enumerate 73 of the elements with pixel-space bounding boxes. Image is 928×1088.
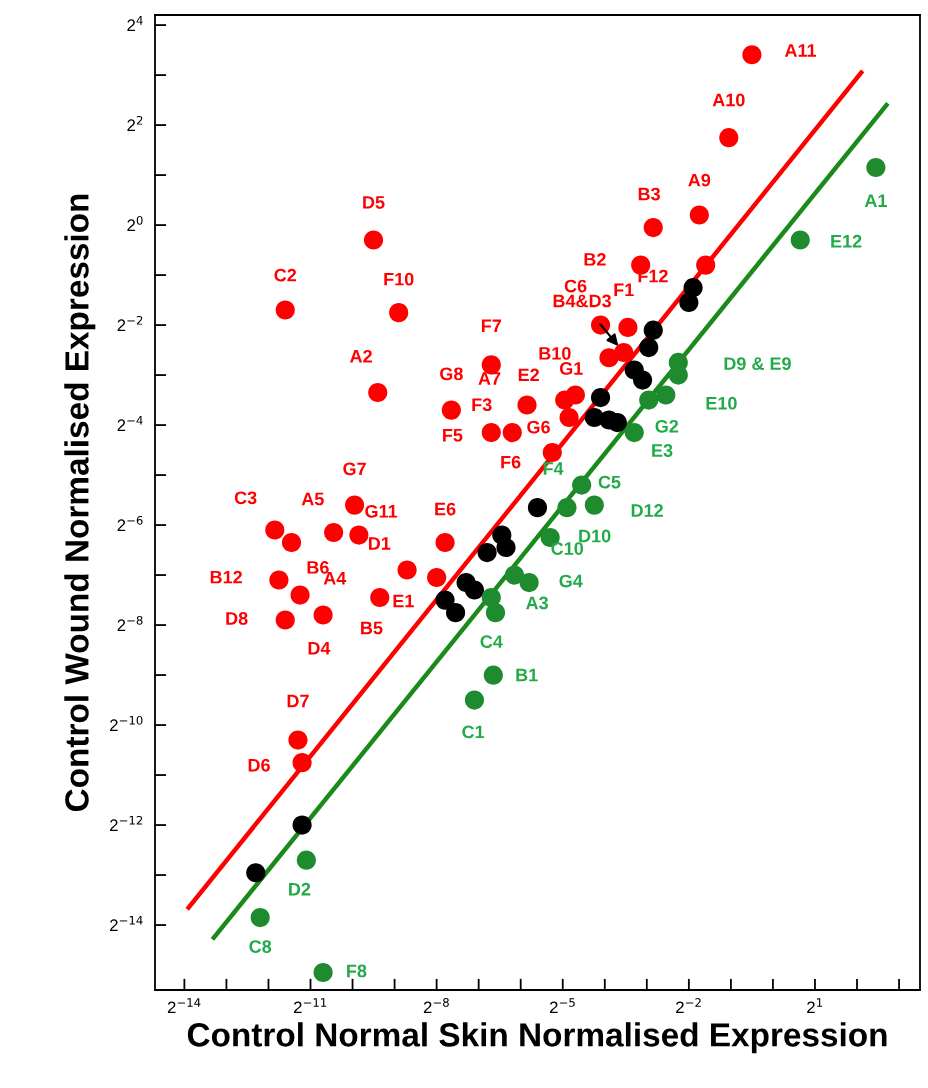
annotation: D7 <box>287 694 309 708</box>
annotation: B12 <box>210 570 242 584</box>
annotation: B1 <box>516 668 538 682</box>
annotation: D6 <box>248 758 270 772</box>
annotation: F5 <box>443 429 463 442</box>
x-tick-label: 2$^{−14}$ <box>167 998 201 1014</box>
annotation: A2 <box>350 349 372 363</box>
x-tick-label: 2$^{−8}$ <box>423 998 449 1014</box>
annotation: F4 <box>543 462 564 475</box>
y-tick-label: 2$^{0}$ <box>127 215 143 231</box>
annotation: G4 <box>559 574 583 588</box>
annotation: D9 & E9 <box>724 357 791 371</box>
annotation: B3 <box>638 187 660 201</box>
y-tick-label: 2$^{4}$ <box>127 16 143 32</box>
annotation: B2 <box>584 253 606 266</box>
annotation: G7 <box>343 462 366 476</box>
annotation: D4 <box>308 641 331 655</box>
annotation: E10 <box>706 396 737 410</box>
y-tick-label: 2$^{−2}$ <box>117 315 143 331</box>
annotation: C1 <box>462 725 485 739</box>
annotation: D2 <box>289 882 311 896</box>
annotation: F8 <box>347 964 367 978</box>
annotation: A5 <box>301 492 324 506</box>
annotation: G2 <box>655 419 679 433</box>
annotation: G1 <box>559 362 583 375</box>
annotation: C6 <box>564 279 587 293</box>
y-tick-label: 2$^{−4}$ <box>117 416 143 431</box>
y-tick-label: 2$^{−8}$ <box>117 615 143 631</box>
annotation: E6 <box>435 502 456 516</box>
annotation: F7 <box>481 319 502 333</box>
annotation: F6 <box>501 455 521 469</box>
x-tick-label: 2$^{1}$ <box>807 998 823 1014</box>
annotation: G8 <box>440 367 463 381</box>
annotation: A4 <box>323 572 347 585</box>
annotation: E3 <box>652 444 673 457</box>
annotation: B6 <box>307 561 329 574</box>
y-tick-label: 2$^{−10}$ <box>110 715 143 731</box>
x-axis-title: Control Normal Skin Normalised Expression <box>187 1022 887 1054</box>
x-tick-label: 2$^{−5}$ <box>549 998 575 1014</box>
annotation: B4&D3 <box>553 294 611 308</box>
annotation: D8 <box>226 612 248 625</box>
x-tick-label: 2$^{−11}$ <box>294 998 327 1014</box>
x-tick-label: 2$^{−2}$ <box>676 998 701 1014</box>
annotation: C8 <box>249 940 272 953</box>
annotation: A3 <box>526 596 548 610</box>
annotation: F10 <box>384 272 414 286</box>
y-tick-label: 2$^{−6}$ <box>117 515 143 531</box>
y-tick-label: 2$^{2}$ <box>127 115 143 131</box>
annotation: A11 <box>784 44 817 57</box>
y-tick-label: 2$^{−14}$ <box>110 916 143 931</box>
annotation: B10 <box>539 346 571 360</box>
annotation: F3 <box>472 398 492 412</box>
annotation: D5 <box>363 196 385 209</box>
annotation: D10 <box>579 529 611 543</box>
annotation: B5 <box>361 621 383 635</box>
y-axis-title: Control Wound Normalised Expression <box>64 194 96 812</box>
annotation: E12 <box>831 234 862 248</box>
annotation: F1 <box>614 283 634 296</box>
annotation: E1 <box>393 594 414 608</box>
y-tick-label: 2$^{−12}$ <box>110 815 143 831</box>
annotation: C5 <box>598 475 621 489</box>
annotation: D12 <box>631 504 663 517</box>
annotation: C10 <box>551 542 584 555</box>
annotation: D1 <box>368 537 391 550</box>
annotation: A1 <box>864 194 887 207</box>
annotation: E2 <box>518 368 539 382</box>
annotation: G6 <box>527 420 550 434</box>
annotation: C2 <box>274 268 297 282</box>
annotation: A9 <box>688 173 711 187</box>
annotation: C4 <box>480 635 503 649</box>
annotation: G11 <box>365 504 398 518</box>
annotation: C3 <box>234 491 257 505</box>
annotation: A10 <box>712 93 745 107</box>
